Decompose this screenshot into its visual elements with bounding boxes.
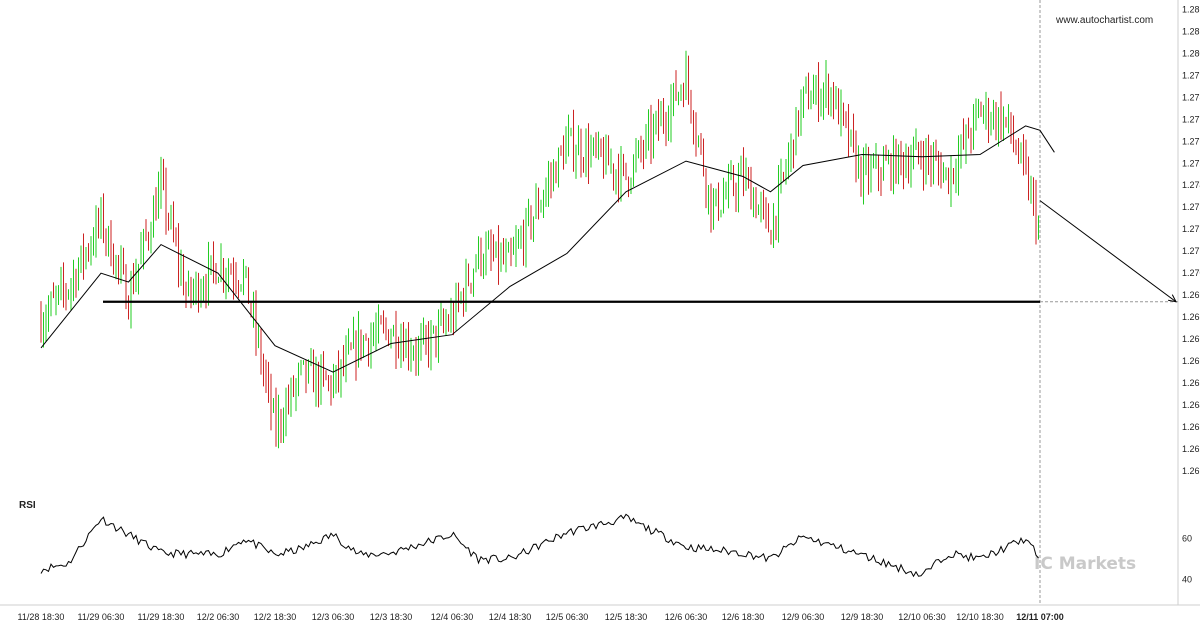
y-tick-label: 1.2681 bbox=[1182, 312, 1200, 322]
x-tick-label: 11/28 18:30 bbox=[18, 612, 65, 622]
x-tick-label: 12/3 18:30 bbox=[370, 612, 413, 622]
rsi-title: RSI bbox=[19, 500, 36, 511]
y-tick-label: 1.2671 bbox=[1182, 334, 1200, 344]
forecast-arrow-head bbox=[1168, 294, 1177, 303]
watermark-text: www.autochartist.com bbox=[1056, 15, 1154, 26]
x-tick-label: 12/5 06:30 bbox=[546, 612, 589, 622]
x-tick-label: 12/2 06:30 bbox=[197, 612, 240, 622]
y-tick-label: 1.2701 bbox=[1182, 268, 1200, 278]
y-tick-label: 1.2711 bbox=[1182, 246, 1200, 256]
x-tick-label: 12/9 06:30 bbox=[782, 612, 825, 622]
y-tick-label: 1.2661 bbox=[1182, 356, 1200, 366]
rsi-line bbox=[40, 513, 1039, 578]
x-tick-label: 12/4 06:30 bbox=[431, 612, 474, 622]
y-tick-label: 1.2781 bbox=[1182, 92, 1200, 102]
moving-average-line bbox=[40, 125, 1055, 373]
overlays bbox=[40, 125, 1178, 373]
y-tick-label: 1.2631 bbox=[1182, 422, 1200, 432]
x-tick-label: 12/11 07:00 bbox=[1016, 612, 1064, 622]
x-tick-label: 12/10 06:30 bbox=[898, 612, 946, 622]
x-tick-label: 12/10 18:30 bbox=[956, 612, 1004, 622]
y-tick-label: 1.2621 bbox=[1182, 444, 1200, 454]
y-tick-label: 1.2691 bbox=[1182, 290, 1200, 300]
x-axis: 11/28 18:30 11/29 06:30 11/29 18:30 12/2 06… bbox=[18, 612, 1064, 622]
x-tick-label: 11/29 06:30 bbox=[78, 612, 125, 622]
y-tick-label: 1.2641 bbox=[1182, 400, 1200, 410]
rsi-y-tick-label: 40 bbox=[1182, 575, 1192, 585]
candles bbox=[40, 50, 1039, 449]
y-tick-label: 1.2731 bbox=[1182, 202, 1200, 212]
forecast-arrow-line bbox=[1039, 200, 1177, 303]
y-tick-label: 1.2791 bbox=[1182, 70, 1200, 80]
x-tick-label: 12/2 18:30 bbox=[254, 612, 297, 622]
x-tick-label: 12/6 18:30 bbox=[722, 612, 765, 622]
rsi-y-tick-label: 60 bbox=[1182, 534, 1192, 544]
y-tick-label: 1.2821 bbox=[1182, 4, 1200, 14]
x-tick-label: 12/9 18:30 bbox=[841, 612, 884, 622]
x-tick-label: 12/3 06:30 bbox=[312, 612, 355, 622]
y-tick-label: 1.2741 bbox=[1182, 180, 1200, 190]
x-tick-label: 12/4 18:30 bbox=[489, 612, 532, 622]
y-axis: 1.2821 1.2811 1.2801 1.2791 1.2781 1.2771 1.27… bbox=[1182, 4, 1200, 584]
y-tick-label: 1.2801 bbox=[1182, 48, 1200, 58]
y-tick-label: 1.2651 bbox=[1182, 378, 1200, 388]
x-tick-label: 12/5 18:30 bbox=[605, 612, 648, 622]
y-tick-label: 1.2761 bbox=[1182, 136, 1200, 146]
y-tick-label: 1.2771 bbox=[1182, 114, 1200, 124]
y-tick-label: 1.2721 bbox=[1182, 224, 1200, 234]
broker-logo-watermark: IC Markets bbox=[1034, 554, 1136, 574]
y-tick-label: 1.2811 bbox=[1182, 26, 1200, 36]
x-tick-label: 12/6 06:30 bbox=[665, 612, 708, 622]
x-tick-label: 11/29 18:30 bbox=[138, 612, 185, 622]
rsi-panel bbox=[40, 513, 1039, 578]
y-tick-label: 1.2611 bbox=[1182, 466, 1200, 476]
y-tick-label: 1.2751 bbox=[1182, 158, 1200, 168]
